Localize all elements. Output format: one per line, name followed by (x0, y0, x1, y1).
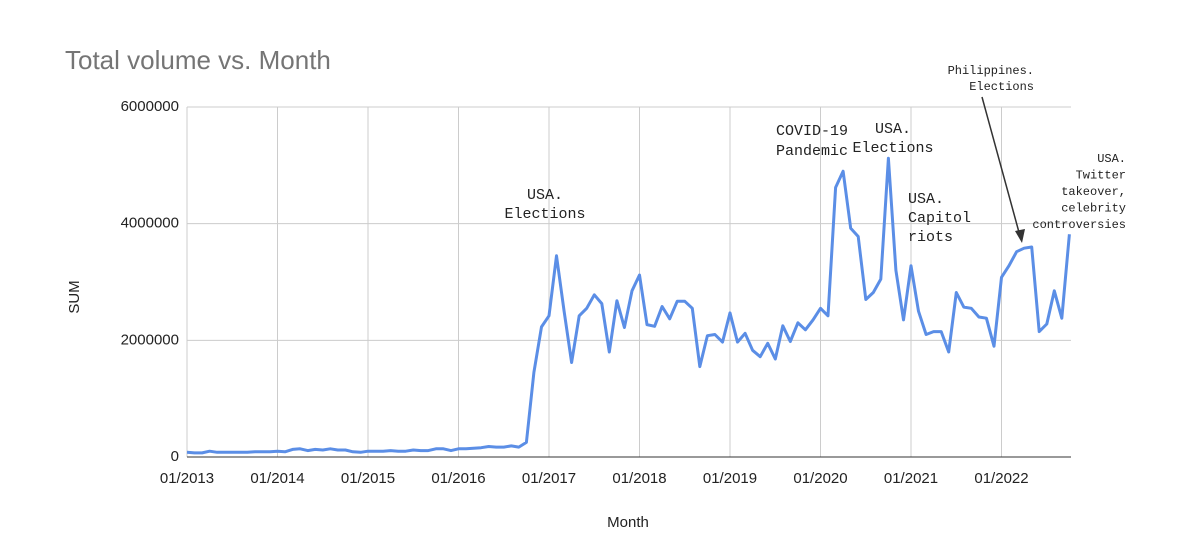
annotation-text: celebrity (1061, 202, 1126, 216)
x-tick-label: 01/2014 (250, 470, 304, 487)
annotations: USA.ElectionsCOVID-19PandemicUSA.Electio… (504, 64, 1126, 246)
x-tick-label: 01/2013 (160, 470, 214, 487)
y-tick-label: 4000000 (121, 215, 179, 232)
plot (186, 156, 1071, 455)
annotation-text: Philippines. (948, 64, 1034, 78)
y-tick-label: 2000000 (121, 331, 179, 348)
annotation-text: USA. (908, 191, 944, 208)
annotation-text: COVID-19 (776, 123, 848, 140)
x-tick-label: 01/2015 (341, 470, 395, 487)
annotation-arrow (981, 96, 1021, 237)
annotation-text: controversies (1032, 218, 1126, 232)
y-tick-label: 0 (171, 448, 179, 465)
arrow-head (1015, 229, 1025, 243)
annotation-text: USA. (875, 121, 911, 138)
x-tick-label: 01/2021 (884, 470, 938, 487)
annotation-text: Elections (504, 206, 585, 223)
data-line (186, 156, 1071, 455)
annotation-text: Pandemic (776, 143, 848, 160)
grid: 0 2000000 4000000 6000000 01/2013 01/2014 01/2… (121, 98, 1071, 487)
x-tick-label: 01/2016 (431, 470, 485, 487)
annotation-text: USA. (527, 187, 563, 204)
annotation-text: takeover, (1061, 185, 1126, 199)
annotation-text: Twitter (1076, 169, 1126, 183)
y-tick-label: 6000000 (121, 98, 179, 115)
y-axis-label: SUM (66, 280, 83, 313)
chart-title: Total volume vs. Month (65, 45, 331, 75)
x-tick-label: 01/2018 (612, 470, 666, 487)
annotation-text: Elections (852, 140, 933, 157)
x-tick-label: 01/2022 (974, 470, 1028, 487)
annotation-text: riots (908, 229, 953, 246)
x-tick-label: 01/2019 (703, 470, 757, 487)
annotation-text: Elections (969, 80, 1034, 94)
x-tick-label: 01/2020 (793, 470, 847, 487)
x-tick-label: 01/2017 (522, 470, 576, 487)
annotation-text: USA. (1097, 152, 1126, 166)
x-axis-label: Month (607, 514, 649, 531)
annotation-text: Capitol (908, 210, 971, 227)
